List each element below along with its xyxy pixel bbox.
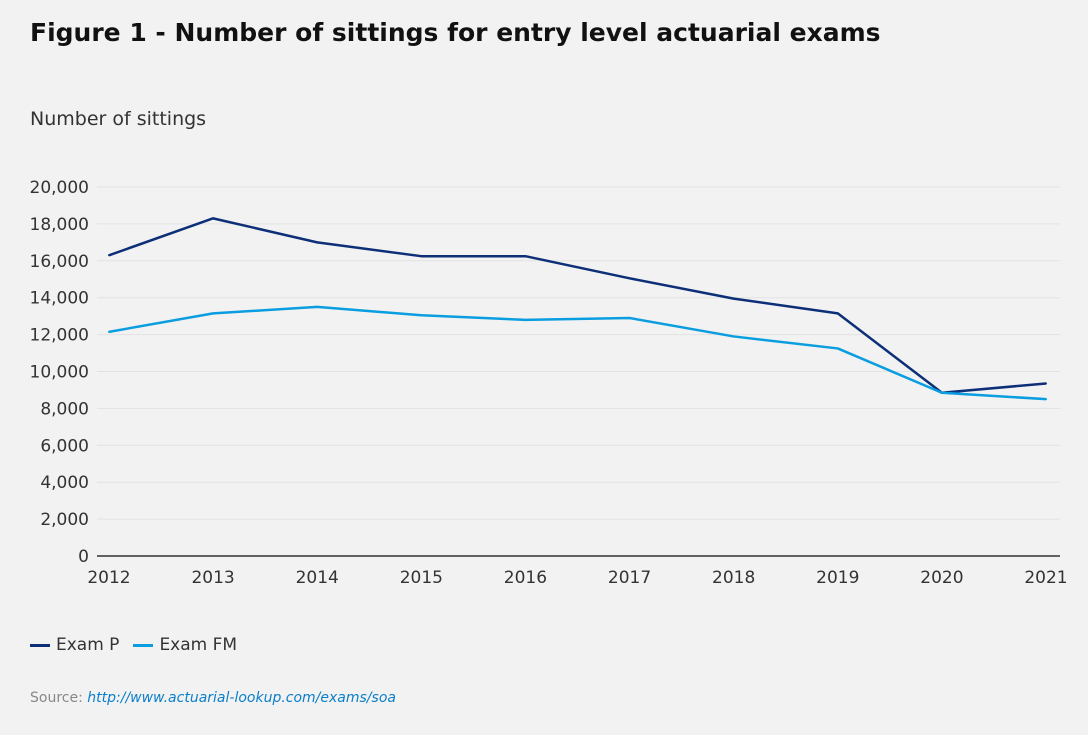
- x-tick-label: 2015: [400, 568, 443, 588]
- legend-item-exam-p: Exam P: [30, 635, 119, 655]
- y-tick-label: 10,000: [30, 363, 89, 383]
- legend-swatch: [30, 643, 50, 647]
- data-point: [316, 305, 319, 308]
- data-point: [628, 277, 631, 280]
- y-tick-label: 0: [78, 547, 89, 567]
- data-point: [524, 318, 527, 321]
- data-point: [836, 347, 839, 350]
- data-point: [316, 241, 319, 244]
- x-tick-label: 2012: [87, 568, 130, 588]
- x-tick-label: 2016: [504, 568, 547, 588]
- y-tick-label: 14,000: [30, 289, 89, 309]
- y-tick-label: 18,000: [30, 215, 89, 235]
- data-point: [628, 316, 631, 319]
- legend-item-exam-fm: Exam FM: [133, 635, 237, 655]
- y-tick-label: 20,000: [30, 178, 89, 198]
- x-tick-label: 2013: [191, 568, 234, 588]
- data-point: [108, 254, 110, 257]
- x-tick-label: 2014: [296, 568, 339, 588]
- x-tick-label: 2017: [608, 568, 651, 588]
- data-point: [420, 314, 423, 317]
- series-line-exam-fm: [108, 305, 1047, 401]
- x-tick-label: 2020: [920, 568, 963, 588]
- y-axis-label: Number of sittings: [30, 108, 207, 130]
- source-label: Source:: [30, 690, 83, 706]
- data-point: [420, 255, 423, 258]
- data-point: [212, 312, 215, 315]
- data-point: [732, 297, 735, 300]
- data-point: [1045, 398, 1047, 401]
- chart-title: Figure 1 - Number of sittings for entry …: [30, 18, 881, 47]
- data-point: [940, 391, 943, 394]
- x-tick-label: 2019: [816, 568, 859, 588]
- data-point: [524, 255, 527, 258]
- y-tick-label: 4,000: [40, 473, 89, 493]
- data-point: [108, 330, 110, 333]
- legend-swatch: [133, 643, 154, 647]
- y-tick-label: 12,000: [30, 326, 89, 346]
- y-tick-label: 16,000: [30, 252, 89, 272]
- source-link[interactable]: http://www.actuarial-lookup.com/exams/so…: [87, 690, 396, 706]
- data-point: [836, 312, 839, 315]
- source-note: Source: http://www.actuarial-lookup.com/…: [30, 690, 396, 706]
- legend-label: Exam FM: [159, 635, 238, 655]
- legend-label: Exam P: [56, 635, 120, 655]
- data-point: [212, 217, 215, 220]
- y-tick-label: 8,000: [40, 399, 89, 419]
- legend: Exam P Exam FM: [30, 635, 237, 655]
- y-tick-label: 6,000: [40, 436, 89, 456]
- data-point: [732, 335, 735, 338]
- y-tick-label: 2,000: [40, 510, 89, 530]
- series-line-exam-p: [108, 217, 1047, 394]
- data-point: [1045, 382, 1047, 385]
- x-tick-label: 2018: [712, 568, 755, 588]
- x-tick-label: 2021: [1024, 568, 1067, 588]
